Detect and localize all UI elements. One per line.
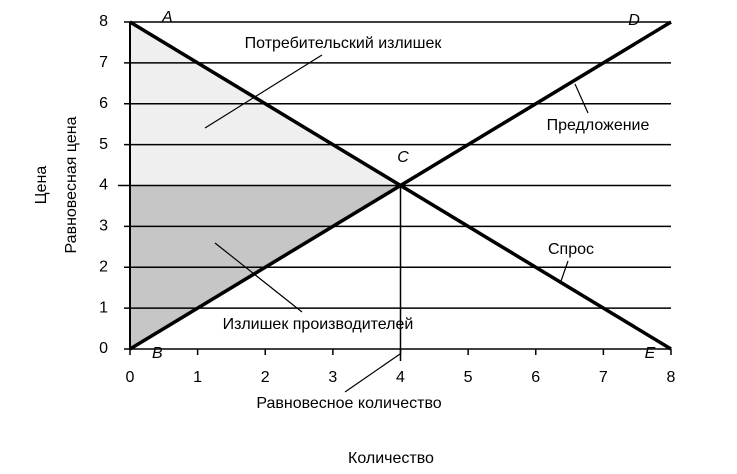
annotation: E [645, 345, 656, 362]
leader [204, 54, 323, 129]
annotation: A [161, 9, 173, 26]
y-tick-label: 7 [99, 54, 108, 71]
series-label: Предложение [547, 117, 650, 134]
x-tick-label: 5 [464, 369, 473, 386]
x-tick-label: 8 [667, 369, 676, 386]
x-axis-label: Количество [348, 450, 434, 467]
leader [574, 83, 589, 114]
y-tick-label: 6 [99, 95, 108, 112]
y-tick-label: 5 [99, 136, 108, 153]
x-tick-label: 7 [599, 369, 608, 386]
leader [559, 260, 569, 285]
y-tick-label: 3 [99, 218, 108, 235]
annotation: Потребительский излишек [245, 35, 443, 52]
annotation: C [397, 149, 409, 166]
annotation: Излишек производителей [223, 316, 414, 333]
series-line [129, 20, 672, 351]
annotation: Равновесная цена [63, 116, 80, 253]
y-tick-label: 1 [99, 299, 108, 316]
x-tick-label: 3 [328, 369, 337, 386]
annotation: Равновесное количество [256, 395, 441, 412]
x-tick-label: 1 [193, 369, 202, 386]
leader [214, 242, 303, 313]
annotation: B [152, 345, 163, 362]
series-label: Спрос [548, 241, 594, 258]
x-tick-label: 0 [126, 369, 135, 386]
leader [344, 353, 401, 393]
y-tick-label: 0 [99, 340, 108, 357]
annotation: D [628, 12, 640, 29]
x-tick-label: 2 [261, 369, 270, 386]
y-tick-label: 4 [99, 177, 108, 194]
x-tick-label: 4 [396, 369, 405, 386]
y-tick-label: 2 [99, 258, 108, 275]
y-tick-label: 8 [99, 13, 108, 30]
x-tick-label: 6 [531, 369, 540, 386]
y-axis-label: Цена [33, 166, 50, 205]
